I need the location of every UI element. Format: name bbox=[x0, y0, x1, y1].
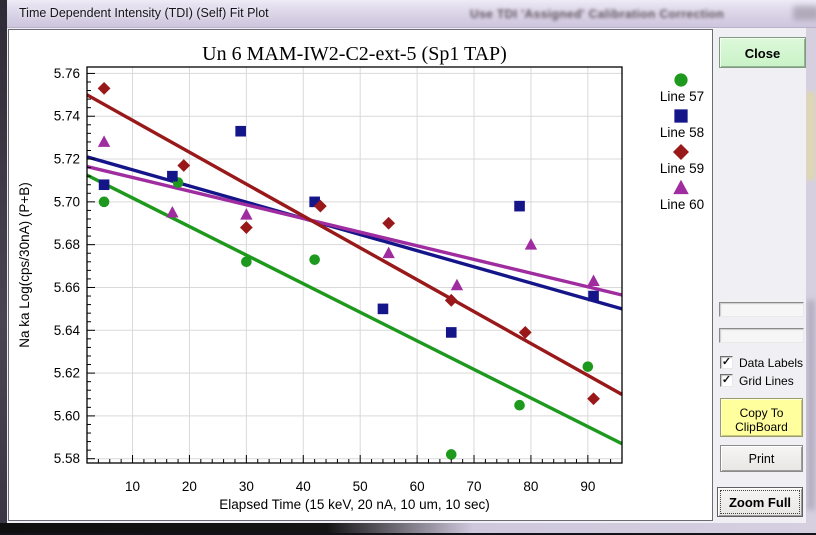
point-line-58 bbox=[235, 125, 246, 137]
point-line-59 bbox=[518, 326, 532, 339]
window-title: Time Dependent Intensity (TDI) (Self) Fi… bbox=[19, 6, 269, 20]
background-window-text: Use TDI 'Assigned' Calibration Correctio… bbox=[470, 7, 725, 21]
point-line-57 bbox=[98, 196, 110, 208]
point-line-57 bbox=[445, 449, 457, 460]
point-line-60 bbox=[240, 208, 253, 220]
point-line-58 bbox=[588, 290, 599, 302]
close-button[interactable]: Close bbox=[719, 37, 806, 68]
window-left-border bbox=[0, 0, 7, 535]
legend-marker-line-58 bbox=[674, 109, 688, 123]
checkbox-box[interactable]: ✓ bbox=[720, 374, 733, 387]
tdi-fit-chart: 10 20 30 40 50 60 70 80 905.585.605.625.645.665.… bbox=[17, 43, 704, 512]
checkbox-label: Grid Lines bbox=[739, 373, 794, 388]
point-line-58 bbox=[377, 303, 389, 315]
background-window-blur bbox=[793, 6, 816, 20]
plot-frame bbox=[86, 66, 623, 464]
point-line-57 bbox=[582, 361, 594, 372]
fit-lines bbox=[86, 93, 623, 446]
point-line-59 bbox=[444, 293, 458, 307]
window-bottom-border bbox=[0, 523, 816, 535]
point-line-58 bbox=[309, 196, 320, 208]
svg-text:40: 40 bbox=[296, 479, 311, 494]
svg-text:20: 20 bbox=[182, 479, 197, 494]
legend-label: Line 57 bbox=[660, 89, 704, 104]
fit-line-line-59 bbox=[86, 93, 623, 396]
point-line-58 bbox=[167, 170, 178, 182]
point-line-60 bbox=[587, 274, 600, 286]
background-window-edge bbox=[807, 300, 815, 510]
stat-field-2[interactable] bbox=[719, 328, 804, 343]
fit-line-line-60 bbox=[86, 164, 623, 297]
stat-field-1[interactable] bbox=[719, 302, 804, 317]
svg-text:5.66: 5.66 bbox=[54, 280, 80, 295]
svg-text:50: 50 bbox=[353, 479, 368, 494]
chart-legend: Line 57 Line 58 Line 59 Line 60 bbox=[660, 73, 704, 212]
background-window-edge bbox=[806, 92, 815, 180]
checkbox-grid-lines[interactable]: ✓ Grid Lines bbox=[720, 373, 794, 388]
point-line-59 bbox=[97, 82, 111, 95]
checkbox-data-labels[interactable]: ✓ Data Labels bbox=[720, 355, 803, 370]
point-line-57 bbox=[514, 399, 525, 411]
svg-text:5.62: 5.62 bbox=[54, 366, 80, 381]
point-line-57 bbox=[309, 254, 320, 265]
svg-text:90: 90 bbox=[580, 479, 595, 494]
point-line-60 bbox=[450, 278, 464, 291]
svg-text:10: 10 bbox=[125, 479, 140, 494]
x-tick-labels: 10 20 30 40 50 60 70 80 90 bbox=[125, 479, 595, 494]
checkbox-label: Data Labels bbox=[739, 355, 804, 370]
point-line-58 bbox=[514, 200, 525, 212]
svg-text:5.76: 5.76 bbox=[54, 66, 80, 81]
chart-title: Un 6 MAM-IW2-C2-ext-5 (Sp1 TAP) bbox=[202, 43, 507, 65]
svg-text:5.58: 5.58 bbox=[54, 451, 80, 466]
svg-text:80: 80 bbox=[523, 479, 538, 494]
point-line-58 bbox=[98, 179, 110, 191]
legend-label: Line 59 bbox=[660, 161, 704, 176]
legend-marker-line-57 bbox=[674, 73, 688, 87]
svg-text:5.60: 5.60 bbox=[54, 408, 80, 423]
fit-line-line-57 bbox=[86, 173, 623, 446]
checkbox-box[interactable]: ✓ bbox=[720, 356, 733, 369]
title-bar[interactable]: Time Dependent Intensity (TDI) (Self) Fi… bbox=[7, 0, 816, 28]
svg-text:70: 70 bbox=[467, 479, 482, 494]
svg-text:5.72: 5.72 bbox=[54, 152, 80, 167]
point-line-60 bbox=[524, 238, 538, 250]
svg-text:5.74: 5.74 bbox=[54, 109, 81, 124]
y-axis-title: Na ka Log(cps/30nA) (P+B) bbox=[17, 182, 32, 347]
svg-text:5.64: 5.64 bbox=[54, 323, 81, 338]
point-line-59 bbox=[587, 392, 600, 406]
print-button[interactable]: Print bbox=[720, 445, 803, 472]
x-axis-title: Elapsed Time (15 keV, 20 nA, 10 um, 10 s… bbox=[219, 497, 489, 512]
zoom-full-button[interactable]: Zoom Full bbox=[717, 487, 803, 517]
svg-text:60: 60 bbox=[410, 479, 425, 494]
point-line-59 bbox=[382, 216, 396, 230]
legend-label: Line 60 bbox=[660, 197, 704, 212]
point-line-59 bbox=[177, 159, 191, 172]
svg-text:5.68: 5.68 bbox=[54, 237, 80, 252]
copy-to-clipboard-button[interactable]: Copy To ClipBoard bbox=[720, 398, 803, 437]
axis-ticks bbox=[87, 72, 612, 463]
point-line-60 bbox=[97, 135, 111, 147]
svg-text:30: 30 bbox=[239, 479, 254, 494]
legend-label: Line 58 bbox=[660, 125, 704, 140]
svg-text:5.70: 5.70 bbox=[54, 194, 80, 209]
legend-marker-line-60 bbox=[673, 179, 689, 195]
plot-panel: 10 20 30 40 50 60 70 80 90 5.58 5.60 5.62 5.64 5.66 5.… bbox=[8, 29, 713, 521]
point-line-60 bbox=[382, 246, 395, 259]
y-tick-labels: 5.58 5.60 5.62 5.64 5.66 5.68 5.70 5.72 5.74 5.76 bbox=[54, 66, 81, 466]
point-line-58 bbox=[445, 327, 457, 338]
copy-button-label: ClipBoard bbox=[735, 419, 788, 434]
point-line-57 bbox=[241, 256, 252, 268]
copy-button-label: Copy To bbox=[739, 405, 784, 420]
point-line-60 bbox=[166, 205, 179, 218]
legend-marker-line-59 bbox=[673, 144, 689, 160]
point-line-59 bbox=[313, 199, 327, 213]
point-line-59 bbox=[239, 221, 253, 234]
